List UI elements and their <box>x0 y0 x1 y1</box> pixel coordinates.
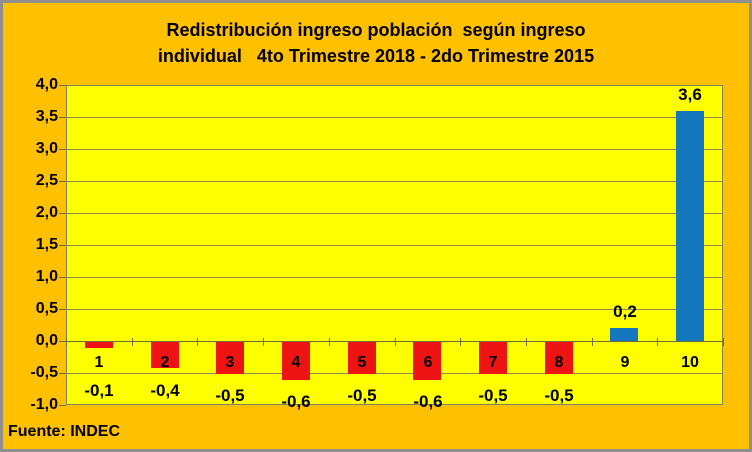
y-axis-tick <box>59 405 66 406</box>
source-label: Fuente: INDEC <box>8 423 120 440</box>
x-axis-tick <box>197 338 198 346</box>
bar-value-label: -0,4 <box>150 381 180 400</box>
y-axis-tick <box>59 181 66 182</box>
category-label: 2 <box>160 354 170 371</box>
x-axis-tick <box>526 338 527 346</box>
category-label: 1 <box>94 354 104 371</box>
y-axis-tick <box>59 373 66 374</box>
y-axis-tick-label: 0,0 <box>35 332 58 349</box>
category-label: 6 <box>423 354 433 371</box>
gridline <box>66 213 723 214</box>
y-axis-tick <box>59 117 66 118</box>
bar <box>282 342 310 381</box>
gridline <box>66 277 723 278</box>
y-axis-tick <box>59 277 66 278</box>
y-axis-tick-label: -0,5 <box>30 364 58 381</box>
bar-value-label: 3,6 <box>678 85 702 104</box>
y-axis-tick <box>59 341 66 342</box>
y-axis-tick <box>59 149 66 150</box>
bar-value-label: -0,5 <box>478 386 508 405</box>
bar <box>151 342 179 368</box>
bar <box>85 342 113 349</box>
category-label: 10 <box>681 354 699 371</box>
bar <box>348 342 376 374</box>
gridline <box>66 245 723 246</box>
x-axis-tick <box>460 338 461 346</box>
x-axis-tick <box>723 338 724 346</box>
bar <box>479 342 507 374</box>
gridline <box>66 373 723 374</box>
category-label: 4 <box>291 354 301 371</box>
bar <box>216 342 244 374</box>
category-label: 8 <box>554 354 564 371</box>
bar-value-label: -0,5 <box>215 386 245 405</box>
x-axis-tick <box>657 338 658 346</box>
x-axis-tick <box>132 338 133 346</box>
chart-title-line2: individual 4to Trimestre 2018 - 2do Trim… <box>157 46 595 66</box>
category-label: 5 <box>357 354 367 371</box>
bar <box>545 342 573 374</box>
chart-title-line1: Redistribución ingreso población según i… <box>166 20 586 40</box>
y-axis-tick-label: 0,5 <box>35 300 58 317</box>
y-axis-tick-label: -1,0 <box>30 396 58 413</box>
y-axis-tick-label: 2,0 <box>35 204 58 221</box>
bar-value-label: -0,1 <box>84 381 114 400</box>
y-axis-tick-label: 1,5 <box>35 236 58 253</box>
y-axis-tick-label: 3,5 <box>35 108 58 125</box>
gridline <box>66 309 723 310</box>
gridline <box>66 117 723 118</box>
gridline <box>66 181 723 182</box>
x-axis-tick <box>395 338 396 346</box>
y-axis-tick <box>59 85 66 86</box>
y-axis-tick <box>59 245 66 246</box>
bar-value-label: -0,5 <box>347 386 377 405</box>
bar-value-label: -0,6 <box>413 392 443 411</box>
bar-value-label: -0,6 <box>281 392 311 411</box>
bar <box>610 328 638 341</box>
category-label: 3 <box>225 354 235 371</box>
x-axis-tick <box>592 338 593 346</box>
x-axis-tick <box>66 338 67 346</box>
y-axis-tick <box>59 309 66 310</box>
x-axis-line <box>66 341 723 342</box>
category-label: 9 <box>620 354 630 371</box>
category-label: 7 <box>488 354 498 371</box>
y-axis-tick-label: 3,0 <box>35 140 58 157</box>
y-axis-tick-label: 2,5 <box>35 172 58 189</box>
y-axis-tick-label: 1,0 <box>35 268 58 285</box>
x-axis-tick <box>263 338 264 346</box>
gridline <box>66 149 723 150</box>
bar-value-label: 0,2 <box>613 302 637 321</box>
y-axis-tick <box>59 213 66 214</box>
chart-title: Redistribución ingreso población según i… <box>0 17 752 69</box>
y-axis-tick-label: 4,0 <box>35 76 58 93</box>
bar-value-label: -0,5 <box>544 386 574 405</box>
bar <box>413 342 441 381</box>
bar <box>676 110 704 341</box>
x-axis-tick <box>329 338 330 346</box>
